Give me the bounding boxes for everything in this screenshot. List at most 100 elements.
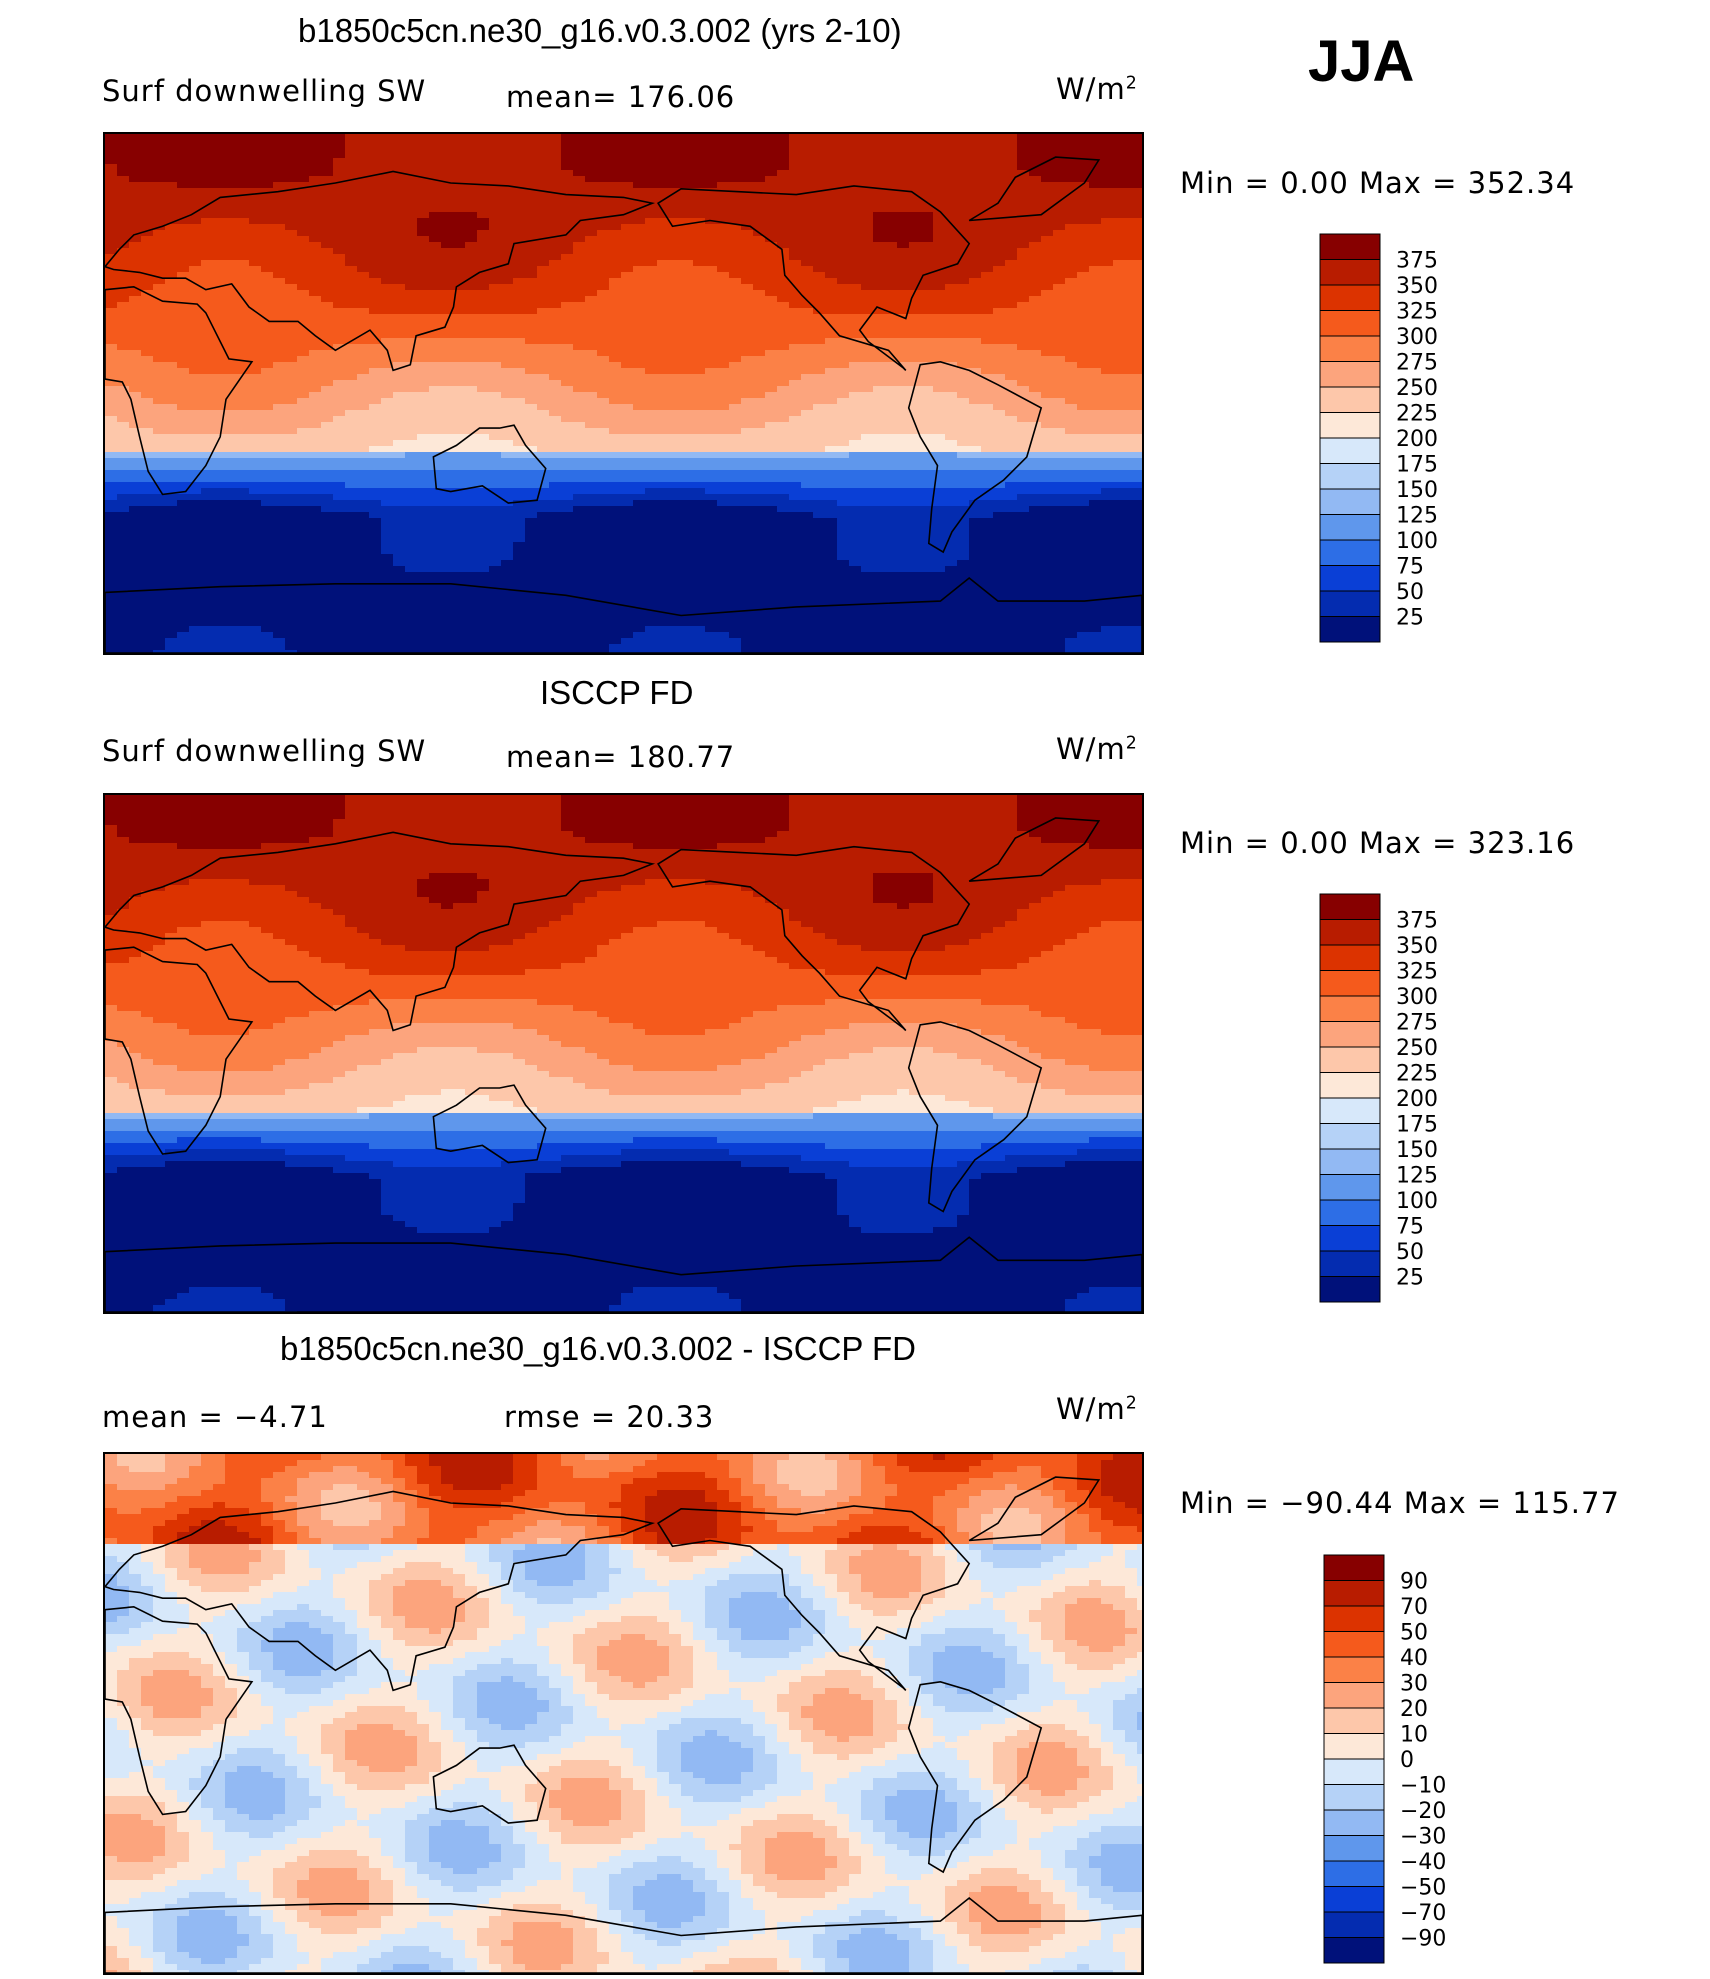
- colorbar-tick-label: 125: [1396, 504, 1438, 529]
- coastline: [656, 845, 971, 1032]
- colorbar-tick-label: 250: [1396, 376, 1438, 401]
- coastline: [105, 1896, 1142, 1973]
- colorbar-swatch: [1323, 1733, 1385, 1760]
- colorbar-swatch: [1319, 1174, 1381, 1201]
- mean-label: mean = −4.71: [102, 1400, 328, 1434]
- colorbar-swatch: [1323, 1631, 1385, 1658]
- colorbar-swatch: [1323, 1784, 1385, 1811]
- panel-title: ISCCP FD: [540, 674, 693, 712]
- colorbar-swatch: [1319, 616, 1381, 643]
- colorbar-tick-label: −40: [1400, 1850, 1446, 1875]
- colorbar-swatch: [1319, 970, 1381, 997]
- colorbar-swatch: [1319, 1123, 1381, 1150]
- colorbar-swatch: [1323, 1554, 1385, 1581]
- colorbar-swatch: [1319, 310, 1381, 337]
- colorbar-tick-label: 90: [1400, 1570, 1428, 1595]
- colorbar-swatch: [1319, 1276, 1381, 1303]
- colorbar-swatch: [1323, 1656, 1385, 1683]
- colorbar-swatch: [1319, 488, 1381, 515]
- rmse-label: rmse = 20.33: [504, 1400, 714, 1434]
- coastline: [105, 285, 254, 496]
- colorbar-swatch: [1323, 1580, 1385, 1607]
- colorbar-tick-label: 250: [1396, 1036, 1438, 1061]
- minmax-label: Min = 0.00 Max = 352.34: [1180, 166, 1575, 200]
- colorbar-tick-label: 10: [1400, 1723, 1428, 1748]
- colorbar-tick-label: 275: [1396, 351, 1438, 376]
- colorbar-swatch: [1319, 1199, 1381, 1226]
- colorbar-swatch: [1323, 1937, 1385, 1964]
- map-difference: [103, 1452, 1144, 1975]
- colorbar-swatch: [1319, 1072, 1381, 1099]
- colorbar-swatch: [1319, 259, 1381, 286]
- colorbar-tick-label: 150: [1396, 478, 1438, 503]
- minmax-label: Min = −90.44 Max = 115.77: [1180, 1486, 1620, 1520]
- colorbar-tick-label: 50: [1396, 580, 1424, 605]
- colorbar-swatch: [1319, 233, 1381, 260]
- coastline: [968, 156, 1101, 222]
- colorbar-swatch: [1319, 893, 1381, 920]
- coastline: [968, 1476, 1101, 1542]
- colorbar-tick-label: 350: [1396, 274, 1438, 299]
- colorbar-swatch: [1323, 1860, 1385, 1887]
- coastline: [105, 946, 254, 1155]
- colorbar-swatch: [1323, 1835, 1385, 1862]
- colorbar-swatch: [1319, 1225, 1381, 1252]
- colorbar-tick-label: 75: [1396, 1215, 1424, 1240]
- colorbar-swatch: [1319, 335, 1381, 362]
- colorbar-swatch: [1323, 1707, 1385, 1734]
- colorbar-tick-label: 100: [1396, 1189, 1438, 1214]
- units-label: W/m2: [1056, 732, 1138, 766]
- coastline: [432, 1084, 547, 1164]
- colorbar-swatch: [1319, 437, 1381, 464]
- colorbar-tick-label: 0: [1400, 1748, 1414, 1773]
- colorbar-tick-label: 125: [1396, 1164, 1438, 1189]
- colorbar-tick-label: 225: [1396, 402, 1438, 427]
- coastline: [105, 1490, 656, 1692]
- coastline: [105, 1605, 254, 1816]
- coastline: [432, 424, 547, 504]
- coastline: [105, 170, 656, 372]
- coastline: [907, 1021, 1043, 1213]
- colorbar-tick-label: 175: [1396, 453, 1438, 478]
- units-label: W/m2: [1056, 1392, 1138, 1426]
- colorbar-observations: 3753503253002752502252001751501251007550…: [1319, 893, 1438, 1303]
- coastline: [656, 185, 971, 371]
- colorbar-tick-label: 225: [1396, 1062, 1438, 1087]
- colorbar-tick-label: 50: [1400, 1621, 1428, 1646]
- colorbar-tick-label: 50: [1396, 1240, 1424, 1265]
- colorbar-tick-label: −30: [1400, 1825, 1446, 1850]
- colorbar-swatch: [1319, 1021, 1381, 1048]
- minmax-label: Min = 0.00 Max = 323.16: [1180, 826, 1575, 860]
- colorbar-tick-label: 20: [1400, 1697, 1428, 1722]
- coastline: [105, 831, 656, 1032]
- colorbar-tick-label: −70: [1400, 1901, 1446, 1926]
- colorbar-swatch: [1323, 1682, 1385, 1709]
- map-model: [103, 132, 1144, 655]
- colorbar-tick-label: 40: [1400, 1646, 1428, 1671]
- map-observations: [103, 793, 1144, 1314]
- panel-title: b1850c5cn.ne30_g16.v0.3.002 - ISCCP FD: [280, 1330, 916, 1368]
- colorbar-tick-label: 325: [1396, 300, 1438, 325]
- colorbar-swatch: [1323, 1809, 1385, 1836]
- colorbar-swatch: [1319, 590, 1381, 617]
- colorbar-tick-label: 350: [1396, 934, 1438, 959]
- colorbar-swatch: [1319, 995, 1381, 1022]
- colorbar-swatch: [1319, 565, 1381, 592]
- colorbar-tick-label: 25: [1396, 606, 1424, 631]
- colorbar-tick-label: 300: [1396, 985, 1438, 1010]
- colorbar-tick-label: 100: [1396, 529, 1438, 554]
- colorbar-tick-label: 175: [1396, 1113, 1438, 1138]
- mean-label: mean= 180.77: [506, 740, 735, 774]
- colorbar-swatch: [1319, 944, 1381, 971]
- colorbar-tick-label: 25: [1396, 1266, 1424, 1291]
- colorbar-model: 3753503253002752502252001751501251007550…: [1319, 233, 1438, 643]
- colorbar-swatch: [1319, 1148, 1381, 1175]
- colorbar-swatch: [1319, 284, 1381, 311]
- colorbar-tick-label: −20: [1400, 1799, 1446, 1824]
- units-label: W/m2: [1056, 72, 1138, 106]
- colorbar-tick-label: −50: [1400, 1876, 1446, 1901]
- colorbar-tick-label: 200: [1396, 427, 1438, 452]
- variable-label: Surf downwelling SW: [102, 734, 426, 768]
- colorbar-swatch: [1319, 412, 1381, 439]
